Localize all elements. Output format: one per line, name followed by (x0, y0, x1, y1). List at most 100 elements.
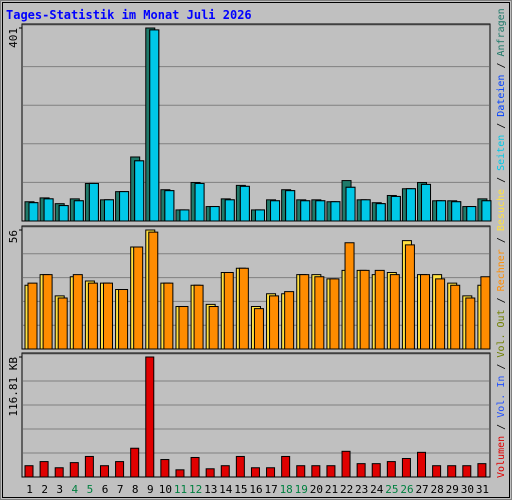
legend-separator: / (496, 56, 507, 74)
legend-separator: / (496, 291, 507, 309)
x-tick-label: 24 (370, 483, 384, 496)
bar (326, 465, 336, 478)
bar (224, 199, 235, 222)
x-tick-label: 8 (132, 483, 139, 496)
legend-entry: Rechner (496, 249, 507, 291)
bar (266, 467, 276, 478)
bar (178, 306, 189, 350)
legend-entry: Anfragen (496, 8, 507, 56)
bar (284, 291, 295, 350)
bar (130, 447, 140, 478)
bar (389, 274, 400, 350)
bar (311, 465, 321, 478)
bar (465, 297, 476, 350)
bar (238, 267, 249, 350)
x-tick-label: 21 (325, 483, 338, 496)
bar (223, 272, 234, 350)
bar (28, 202, 39, 222)
bar (149, 29, 160, 222)
bar (285, 190, 296, 222)
bar (281, 455, 291, 478)
bar (190, 456, 200, 478)
legend-separator: / (496, 231, 507, 249)
x-tick-label: 20 (310, 483, 323, 496)
bar (254, 209, 265, 222)
bar (39, 461, 49, 478)
x-tick-label: 16 (249, 483, 262, 496)
x-tick-label: 22 (340, 483, 353, 496)
bar (360, 199, 371, 222)
x-tick-label: 5 (87, 483, 94, 496)
bar (253, 308, 264, 350)
bar (436, 200, 447, 222)
x-tick-label: 15 (234, 483, 247, 496)
legend-separator: / (496, 418, 507, 436)
bar (194, 182, 205, 222)
bar (134, 160, 145, 222)
y-tick-label: 116.81 KB (7, 357, 20, 417)
bar (24, 465, 34, 478)
panel (21, 23, 491, 222)
bar (73, 200, 84, 222)
bar (239, 185, 250, 222)
bar (401, 458, 411, 478)
y-tick-label: 56 (7, 230, 20, 243)
bar (145, 356, 155, 478)
x-tick-label: 25 (385, 483, 398, 496)
bar (299, 274, 310, 350)
y-tick-label: 401 (7, 28, 20, 48)
bar (160, 459, 170, 478)
bar (404, 244, 415, 350)
x-tick-label: 3 (56, 483, 63, 496)
bar (356, 463, 366, 478)
bar (462, 465, 472, 478)
x-tick-label: 17 (264, 483, 277, 496)
bar (450, 284, 461, 350)
bar (421, 183, 432, 222)
x-tick-label: 4 (72, 483, 79, 496)
bar (164, 190, 175, 222)
bar (386, 461, 396, 478)
x-tick-label: 2 (41, 483, 48, 496)
x-tick-label: 19 (295, 483, 308, 496)
x-tick-label: 9 (147, 483, 154, 496)
bar (119, 191, 130, 222)
bar (42, 274, 53, 350)
bar (57, 297, 68, 350)
legend-entry: Vol. Out (496, 309, 507, 357)
bar (270, 200, 281, 222)
bar (374, 269, 385, 350)
bar (432, 465, 442, 478)
bar (451, 201, 462, 222)
bar (300, 200, 311, 222)
bar (163, 282, 174, 350)
bar (88, 182, 99, 222)
x-tick-label: 28 (431, 483, 444, 496)
bar (250, 467, 260, 478)
bar (466, 206, 477, 222)
bar (359, 269, 370, 350)
bar (99, 465, 109, 478)
bar (420, 274, 431, 350)
x-tick-label: 10 (159, 483, 172, 496)
bar (205, 468, 215, 478)
x-tick-label: 11 (174, 483, 187, 496)
bar (417, 451, 427, 478)
x-tick-label: 27 (415, 483, 428, 496)
bar (390, 195, 401, 222)
bar (193, 284, 204, 350)
bar (480, 276, 491, 350)
legend-entry: Vol. In (496, 376, 507, 418)
legend-separator: / (496, 117, 507, 135)
x-tick-label: 1 (26, 483, 33, 496)
bar (345, 186, 356, 222)
bar (269, 295, 280, 350)
x-tick-label: 6 (102, 483, 109, 496)
bar (102, 282, 113, 350)
bar (118, 289, 129, 350)
bar (344, 242, 355, 350)
legend-entry: Dateien (496, 75, 507, 117)
bar (84, 455, 94, 478)
bar (148, 231, 159, 350)
